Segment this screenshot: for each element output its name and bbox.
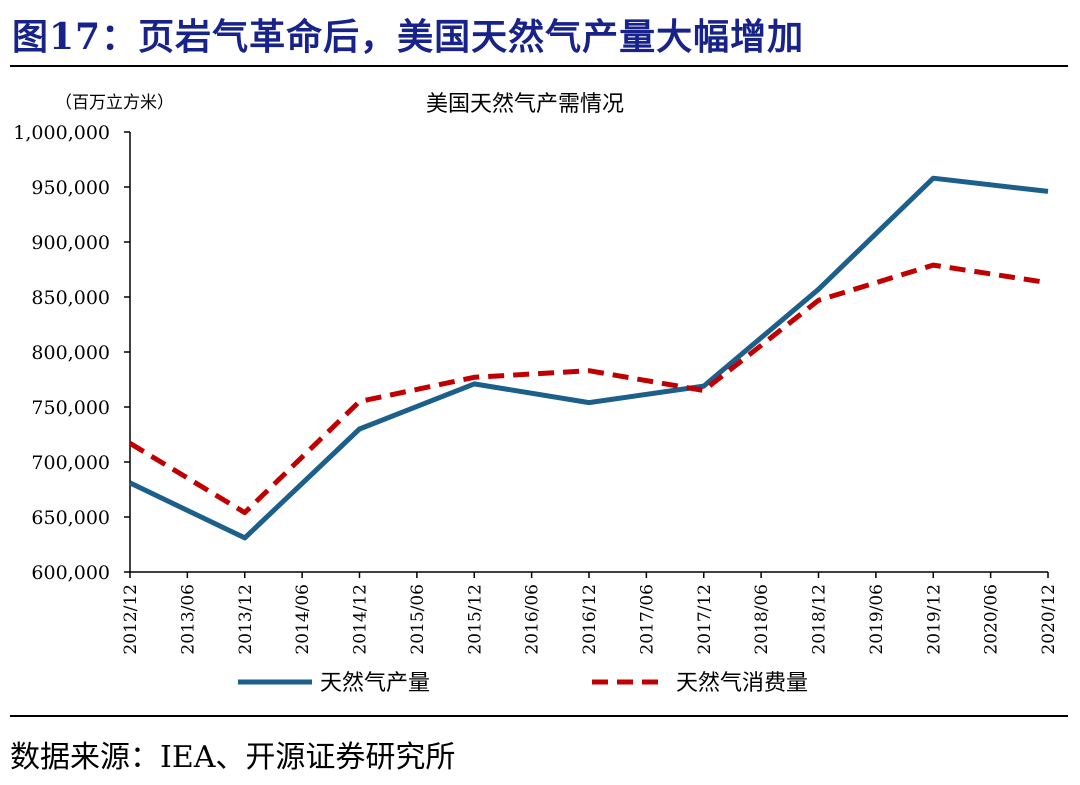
legend: 天然气产量 天然气消费量 <box>238 671 808 696</box>
x-tick-label: 2017/12 <box>695 584 715 655</box>
y-axis: 1,000,000 950,000 900,000 850,000 800,000 750… <box>13 122 131 584</box>
x-tick-label: 2018/06 <box>752 584 772 655</box>
series-lines <box>128 175 1049 541</box>
x-tick-label: 2016/12 <box>580 584 600 655</box>
y-tick-label: 750,000 <box>31 397 110 419</box>
bottom-rule <box>10 715 1068 717</box>
series-line-2 <box>128 262 1049 516</box>
x-tick-label: 2019/06 <box>867 584 887 655</box>
x-tick-label: 2016/06 <box>523 584 543 655</box>
y-tick-label: 850,000 <box>31 287 110 309</box>
chart-title: 美国天然气产需情况 <box>426 92 624 117</box>
x-tick-label: 2015/12 <box>465 584 485 655</box>
y-tick-label: 600,000 <box>31 562 110 584</box>
y-unit-label: （百万立方米） <box>55 93 174 113</box>
x-tick-label: 2014/12 <box>351 584 371 655</box>
x-tick-label: 2012/12 <box>121 584 141 655</box>
x-tick-label: 2013/06 <box>178 584 198 655</box>
x-tick-label: 2020/06 <box>982 584 1002 655</box>
x-tick-label: 2020/12 <box>1039 584 1059 655</box>
figure-title: 图17：页岩气革命后，美国天然气产量大幅增加 <box>12 16 805 58</box>
legend-label-2: 天然气消费量 <box>676 671 808 696</box>
x-tick-label: 2017/06 <box>637 584 657 655</box>
x-tick-label: 2015/06 <box>408 584 428 655</box>
x-tick-label: 2019/12 <box>924 584 944 655</box>
y-tick-label: 700,000 <box>31 452 110 474</box>
top-rule <box>10 65 1068 67</box>
source-note: 数据来源：IEA、开源证券研究所 <box>10 740 456 775</box>
y-tick-label: 800,000 <box>31 342 110 364</box>
series-line-1 <box>128 175 1049 541</box>
y-tick-label: 1,000,000 <box>13 122 110 144</box>
legend-label-1: 天然气产量 <box>320 671 430 696</box>
y-tick-label: 650,000 <box>31 507 110 529</box>
x-axis: 2012/12 2013/06 2013/12 2014/06 2014/12 2015/… <box>121 571 1059 655</box>
y-tick-label: 950,000 <box>31 177 110 199</box>
y-tick-label: 900,000 <box>31 232 110 254</box>
x-tick-label: 2014/06 <box>293 584 313 655</box>
x-tick-label: 2018/12 <box>810 584 830 655</box>
line-chart: 美国天然气产需情况 （百万立方米） 1,000,000 950,000 900,00… <box>13 92 1059 696</box>
x-tick-label: 2013/12 <box>236 584 256 655</box>
